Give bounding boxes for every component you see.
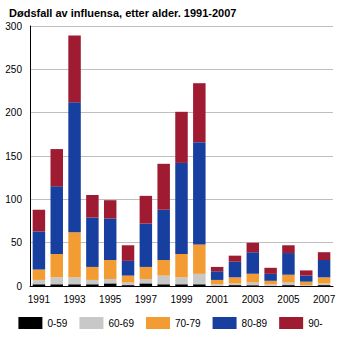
svg-text:2005: 2005 [277, 294, 300, 305]
svg-text:250: 250 [5, 64, 22, 75]
svg-text:1999: 1999 [170, 294, 193, 305]
svg-text:50: 50 [11, 237, 23, 248]
svg-text:100: 100 [5, 194, 22, 205]
svg-text:200: 200 [5, 107, 22, 118]
svg-text:2001: 2001 [206, 294, 229, 305]
svg-text:70-79: 70-79 [175, 318, 201, 329]
svg-text:90-: 90- [308, 318, 322, 329]
svg-text:150: 150 [5, 151, 22, 162]
svg-text:Dødsfall av influensa, etter a: Dødsfall av influensa, etter alder. 1991… [9, 7, 236, 19]
svg-text:2003: 2003 [242, 294, 265, 305]
svg-text:60-69: 60-69 [108, 318, 134, 329]
svg-text:80-89: 80-89 [242, 318, 268, 329]
svg-text:1991: 1991 [28, 294, 51, 305]
svg-text:2007: 2007 [313, 294, 336, 305]
svg-text:1995: 1995 [99, 294, 122, 305]
svg-text:1997: 1997 [135, 294, 158, 305]
svg-text:0: 0 [16, 281, 22, 292]
svg-text:300: 300 [5, 21, 22, 32]
svg-text:0-59: 0-59 [47, 318, 67, 329]
svg-text:1993: 1993 [63, 294, 86, 305]
